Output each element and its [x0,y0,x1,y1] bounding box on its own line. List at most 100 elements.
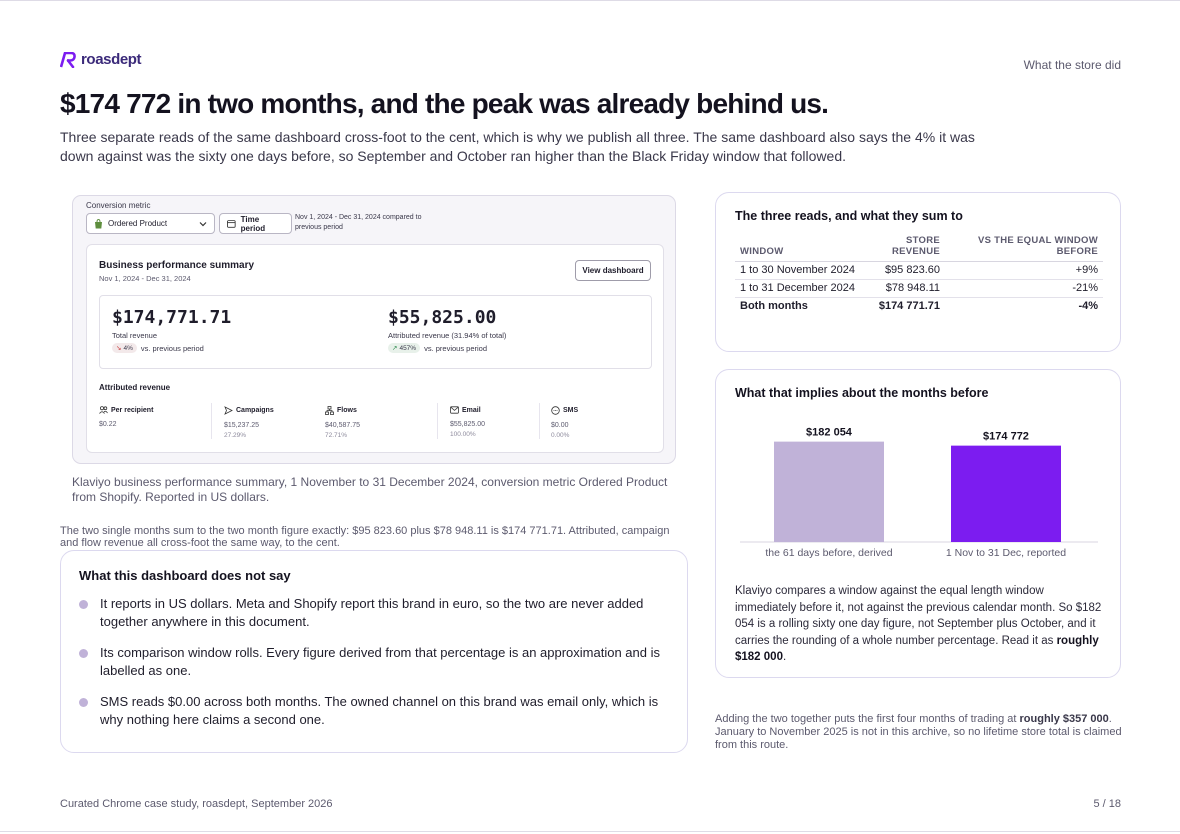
dashboard-screenshot: Conversion metric Ordered Product Time p… [72,195,676,464]
trend-up-icon: ↗ [392,345,398,352]
attributed-change-value: 457% [399,344,417,352]
business-summary-card: Business performance summary Nov 1, 2024… [86,244,664,453]
screenshot-caption: Klaviyo business performance summary, 1 … [72,475,668,504]
section-label: What the store did [1023,58,1121,72]
implied-chart-card: What that implies about the months befor… [715,369,1121,678]
four-month-bold: roughly $357 000 [1019,713,1109,725]
attr-col-per-recipient: Per recipient $0.22 [99,406,153,428]
caveat-list: It reports in US dollars. Meta and Shopi… [79,595,671,742]
attr-pct: 72.71% [325,432,348,439]
users-icon [99,406,108,414]
chevron-down-icon [199,221,207,226]
date-range-info: Nov 1, 2024 - Dec 31, 2024 compared to p… [295,214,422,231]
attr-value: $15,237.25 [224,422,260,429]
caveat-card: What this dashboard does not say It repo… [60,550,688,753]
category-label-1: 1 Nov to 31 Dec, reported [946,547,1066,559]
column-header: Window [735,233,865,262]
summary-dates: Nov 1, 2024 - Dec 31, 2024 [99,274,191,283]
table-row: 1 to 30 November 2024 $95 823.60 +9% [735,261,1103,280]
attr-label: SMS [563,407,579,414]
time-period-button[interactable]: Time period [219,213,292,234]
four-month-note: Adding the two together puts the first f… [715,713,1122,751]
column-header: Store revenue [865,233,945,262]
sms-icon [551,406,560,415]
attributed-revenue-kpi: $55,825.00 Attributed revenue (31.94% of… [388,307,506,353]
attr-pct: 100.00% [450,431,476,438]
shopify-bag-icon [95,218,102,228]
list-item: It reports in US dollars. Meta and Shopi… [79,595,671,631]
page-title: $174 772 in two months, and the peak was… [60,88,829,119]
table-cell: $78 948.11 [865,279,945,298]
column-header: vs the equal window before [945,233,1103,262]
table-cell: $174 771.71 [878,300,940,312]
total-revenue-value: $174,771.71 [112,307,232,328]
attr-value: $0.00 [551,422,569,429]
flow-icon [325,406,334,415]
revenue-bar-chart: $182 054 the 61 days before, derived $174 … [740,427,1098,559]
trend-down-icon: ↘ [116,345,122,352]
attr-value: $0.22 [99,421,117,428]
total-revenue-kpi: $174,771.71 Total revenue ↘ 4% vs. previ… [112,307,231,353]
table-cell: $95 823.60 [865,261,945,280]
attr-col-email: Email $55,825.00 100.00% [450,406,485,438]
total-change-value: 4% [123,344,133,352]
three-reads-card: The three reads, and what they sum to Wi… [715,192,1121,352]
reads-title: The three reads, and what they sum to [735,209,963,223]
attr-label: Campaigns [236,407,274,414]
attributed-revenue-value: $55,825.00 [388,307,497,328]
attributed-revenue-label: Attributed revenue (31.94% of total) [388,331,507,340]
attr-pct: 27.29% [224,432,247,439]
attr-col-campaigns: Campaigns $15,237.25 27.29% [224,406,274,439]
table-cell: 1 to 30 November 2024 [735,261,865,280]
bar-value-label-1: $174 772 [983,431,1029,443]
bottom-rule [0,831,1180,832]
attr-label: Email [462,406,481,414]
implied-note-bold: roughly $182 000 [735,634,1099,664]
table-row: 1 to 31 December 2024 $78 948.11 -21% [735,279,1103,298]
conversion-metric-value: Ordered Product [108,219,168,228]
table-cell: +9% [945,261,1103,280]
conversion-metric-label: Conversion metric [86,201,151,210]
table-cell: -4% [1078,300,1098,312]
attributed-breakdown-title: Attributed revenue [99,383,171,392]
brand-logo: roasdept [60,51,142,68]
implied-title: What that implies about the months befor… [735,386,989,400]
crossfoot-note: The two single months sum to the two mon… [60,525,670,549]
category-label-0: the 61 days before, derived [765,547,892,559]
attr-col-sms: SMS $0.00 0.00% [551,406,578,439]
view-dashboard-button[interactable]: View dashboard [575,260,651,281]
roasdept-logo-icon [60,51,76,68]
total-revenue-label: Total revenue [112,331,158,340]
attr-col-flows: Flows $40,587.75 72.71% [325,406,360,439]
bullet-dot-icon [79,698,88,707]
time-period-label: Time period [240,214,266,233]
page-number: 5 / 18 [1093,798,1121,810]
send-icon [224,406,233,415]
table-cell: 1 to 31 December 2024 [735,279,865,298]
conversion-metric-select[interactable]: Ordered Product [86,213,215,234]
attr-label: Flows [337,407,357,414]
page-lede: Three separate reads of the same dashboa… [60,129,975,164]
bar-value-label-0: $182 054 [806,427,853,439]
attr-label: Per recipient [111,406,154,414]
attr-value: $40,587.75 [325,422,361,429]
total-change-suffix: vs. previous period [140,343,204,353]
attributed-change-badge: ↗ 457% [388,343,421,353]
table-header-row: Window Store revenue vs the equal window… [735,233,1103,262]
brand-name: roasdept [81,51,142,68]
top-rule [0,0,1180,1]
bar-1 [951,445,1061,542]
reads-table: Window Store revenue vs the equal window… [735,233,1103,315]
calendar-icon [227,220,236,228]
attr-pct: 0.00% [551,432,570,439]
bullet-dot-icon [79,600,88,609]
table-cell: Both months [740,300,808,312]
caveat-title: What this dashboard does not say [79,568,291,583]
footer-source: Curated Chrome case study, roasdept, Sep… [60,798,333,810]
bullet-dot-icon [79,649,88,658]
total-change-badge: ↘ 4% [112,343,137,353]
list-item: Its comparison window rolls. Every figur… [79,644,671,680]
table-cell: -21% [945,279,1103,298]
list-item: SMS reads $0.00 across both months. The … [79,693,671,729]
summary-title: Business performance summary [99,260,255,271]
